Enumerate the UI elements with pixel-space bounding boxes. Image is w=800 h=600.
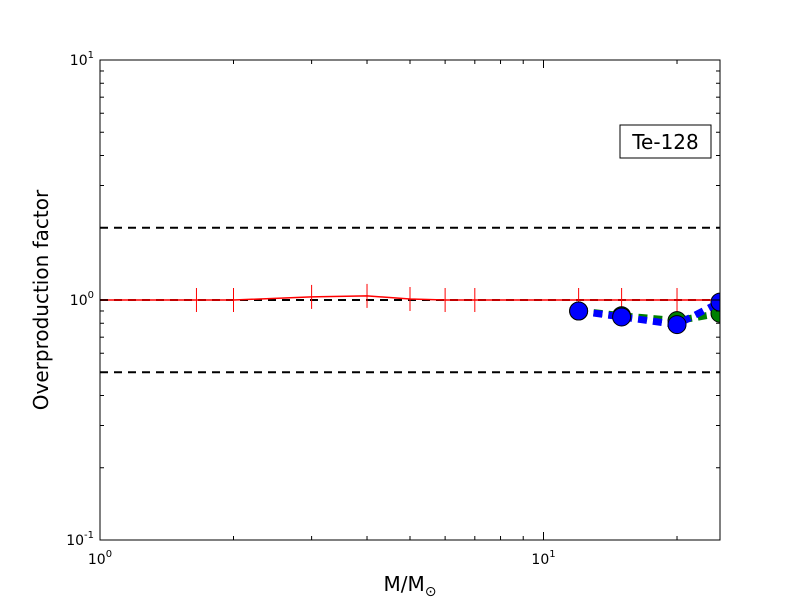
x-tick-label: 100: [88, 549, 112, 568]
annotation-label: Te-128: [631, 130, 699, 154]
series-line: [578, 299, 720, 329]
x-tick-label: 101: [531, 549, 555, 568]
x-tick-labels: 100 101: [88, 549, 556, 568]
annotation-frame: [619, 124, 712, 159]
x-axis-title: M/M⊙: [384, 572, 437, 600]
axis-ticks: [99, 59, 720, 541]
y-tick-label: 100: [70, 290, 94, 309]
series-marker: [710, 292, 720, 312]
y-tick-labels: 10-1 100 101: [66, 50, 94, 549]
series-marker: [667, 315, 687, 335]
x-axis-title-text: M/M: [384, 572, 425, 596]
annotation-box: Te-128: [619, 124, 712, 159]
series-marker: [569, 301, 589, 321]
y-tick-label: 10-1: [66, 530, 94, 549]
series-layer: [100, 283, 720, 335]
y-axis-title: Overproduction factor: [29, 189, 53, 410]
series-2: [569, 292, 720, 335]
series-line: [100, 295, 720, 301]
y-tick-label: 101: [70, 50, 94, 69]
x-axis-title-symbol: ⊙: [425, 584, 437, 600]
series-marker: [612, 307, 632, 327]
